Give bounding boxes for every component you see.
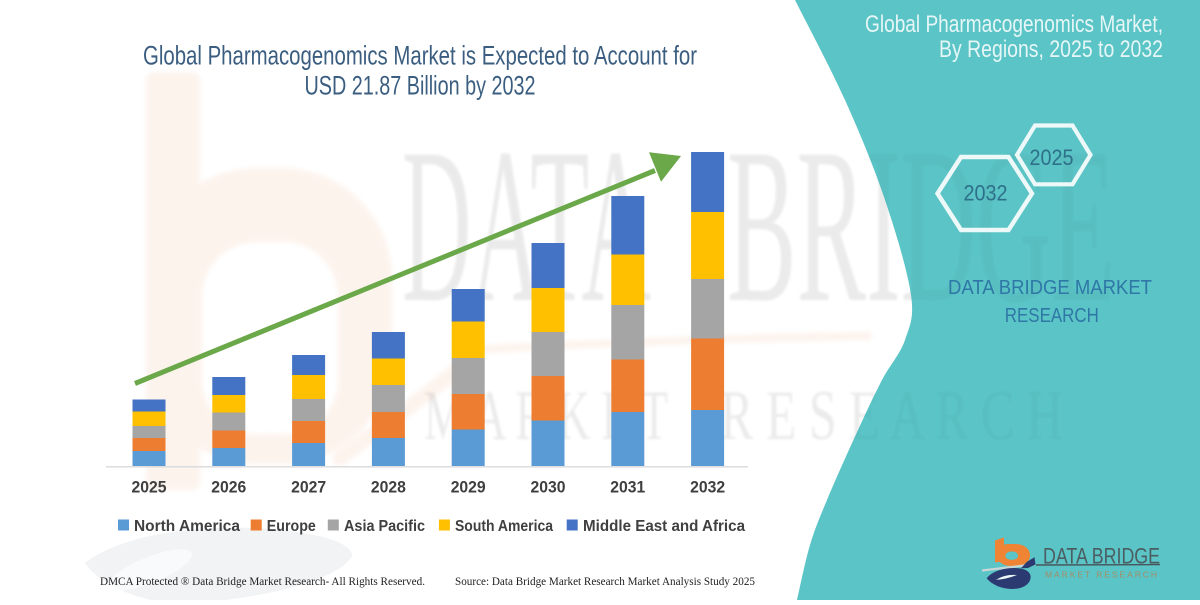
svg-text:2025: 2025 xyxy=(1030,145,1074,170)
svg-text:2028: 2028 xyxy=(371,478,406,497)
svg-text:USD 21.87 Billion by 2032: USD 21.87 Billion by 2032 xyxy=(305,70,536,100)
svg-text:2030: 2030 xyxy=(531,478,566,497)
svg-text:2027: 2027 xyxy=(291,478,326,497)
svg-text:2032: 2032 xyxy=(690,478,725,497)
svg-text:Europe: Europe xyxy=(267,518,316,535)
svg-text:DMCA Protected ® Data Bridge M: DMCA Protected ® Data Bridge Market Rese… xyxy=(100,576,425,588)
svg-text:By Regions, 2025 to 2032: By Regions, 2025 to 2032 xyxy=(939,36,1163,63)
svg-text:RESEARCH: RESEARCH xyxy=(1005,305,1099,327)
svg-text:South America: South America xyxy=(455,518,553,535)
svg-text:Global Pharmacogenomics Market: Global Pharmacogenomics Market is Expect… xyxy=(143,41,697,71)
svg-text:Asia Pacific: Asia Pacific xyxy=(344,518,425,535)
svg-text:2026: 2026 xyxy=(211,478,246,497)
svg-text:DATA BRIDGE MARKET: DATA BRIDGE MARKET xyxy=(948,277,1152,299)
svg-text:North America: North America xyxy=(134,518,240,535)
svg-text:2025: 2025 xyxy=(132,478,167,497)
svg-text:2031: 2031 xyxy=(610,478,645,497)
svg-text:Source: Data Bridge Market Res: Source: Data Bridge Market Research Mark… xyxy=(455,576,755,588)
svg-text:Global Pharmacogenomics Market: Global Pharmacogenomics Market, xyxy=(865,11,1163,38)
svg-text:2029: 2029 xyxy=(451,478,486,497)
svg-text:Middle East and Africa: Middle East and Africa xyxy=(583,518,745,535)
svg-text:MARKET RESEARCH: MARKET RESEARCH xyxy=(1045,570,1157,580)
svg-text:2032: 2032 xyxy=(964,180,1008,205)
